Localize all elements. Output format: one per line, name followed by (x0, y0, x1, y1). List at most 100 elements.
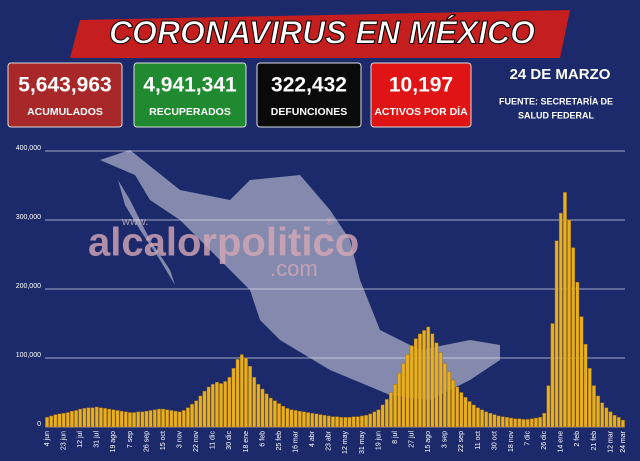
stat-box (133, 62, 247, 128)
x-tick-label: 12 jul (77, 431, 84, 448)
y-tick-label: 200,000 (16, 283, 41, 290)
bar (165, 409, 170, 428)
bar (99, 407, 103, 428)
bar (322, 415, 327, 428)
stat-value: 322,432 (271, 74, 347, 97)
bar (463, 397, 468, 428)
bar (273, 400, 277, 428)
bar (74, 410, 78, 428)
bar (86, 407, 91, 428)
bar (49, 415, 54, 428)
bar (405, 354, 410, 428)
x-tick-label: 23 abr (326, 430, 333, 451)
stat-box (256, 62, 362, 128)
x-tick-label: 30 oct (491, 431, 498, 450)
stat-label: ACTIVOS POR DÍA (374, 105, 468, 118)
bar (94, 406, 99, 428)
bar (413, 338, 418, 428)
bar (177, 411, 182, 428)
bar (206, 386, 211, 428)
bar (128, 412, 132, 428)
stat-value: 4,941,341 (143, 74, 237, 97)
x-tick-label: 11 oct (475, 431, 482, 450)
date: 24 DE MARZO (510, 66, 611, 83)
bar (194, 400, 199, 428)
bar (409, 345, 414, 428)
bar (140, 411, 145, 428)
bar (571, 247, 576, 428)
x-tick-label: 2 feb (574, 431, 581, 447)
bar (70, 410, 74, 428)
bar (314, 413, 319, 428)
bar (426, 326, 431, 428)
bar (616, 417, 621, 428)
bar (364, 415, 368, 428)
bar (496, 415, 501, 428)
bar (529, 418, 534, 428)
source-line: FUENTE: SECRETARÍA DE (499, 96, 613, 106)
bar (389, 392, 393, 428)
bar (157, 408, 161, 428)
stat-box (370, 62, 472, 128)
bar (103, 408, 107, 428)
bar (90, 407, 95, 428)
bar (289, 409, 294, 428)
bar (546, 385, 551, 428)
stat-value: 10,197 (389, 74, 453, 97)
stat-label: RECUPERADOS (149, 106, 231, 118)
bar (107, 408, 112, 428)
x-tick-label: 19 ago (110, 431, 117, 453)
x-tick-label: 18 ene (243, 431, 250, 453)
bar (401, 363, 406, 428)
bar (442, 363, 447, 428)
x-tick-label: 4 jun (44, 431, 51, 446)
bar (513, 418, 518, 428)
bar (256, 384, 261, 428)
bar (281, 406, 286, 428)
bar (186, 407, 190, 428)
bar (219, 383, 223, 428)
bar (223, 381, 228, 428)
x-tick-label: 25 feb (276, 431, 283, 451)
bar (596, 395, 600, 428)
bar (538, 417, 542, 428)
map-peninsula (118, 180, 175, 285)
bar (244, 357, 248, 428)
bar (293, 410, 298, 428)
bar (343, 417, 348, 428)
x-tick-label: 26 dic (541, 431, 548, 450)
bar (509, 417, 513, 428)
bar (600, 402, 605, 428)
bar (384, 399, 389, 428)
stat-value: 5,643,963 (18, 74, 111, 97)
bar (57, 413, 62, 428)
x-tick-label: 26 sep (143, 431, 150, 452)
x-tick-label: 31 may (359, 431, 366, 454)
bar (339, 417, 344, 428)
bar (285, 408, 290, 428)
watermark-prefix: www. (121, 216, 148, 228)
bar (351, 416, 356, 428)
bar (438, 352, 443, 428)
bar (393, 384, 397, 428)
bar (397, 372, 402, 428)
bar (115, 410, 120, 428)
bar (331, 416, 335, 428)
bar (306, 412, 310, 428)
x-tick-label: 12 mar (607, 430, 614, 452)
x-tick-label: 8 jul (392, 431, 399, 444)
watermark-mark: ® (326, 217, 334, 228)
bar (277, 403, 281, 428)
bar (612, 415, 617, 428)
bar (215, 381, 219, 428)
bar (480, 409, 484, 428)
bar (302, 411, 306, 428)
x-tick-label: 23 jun (60, 431, 67, 450)
bar (347, 417, 352, 428)
bar (310, 413, 315, 428)
bar (136, 411, 141, 428)
bar (360, 415, 364, 428)
bar (459, 392, 464, 428)
y-tick-label: 300,000 (16, 214, 41, 221)
